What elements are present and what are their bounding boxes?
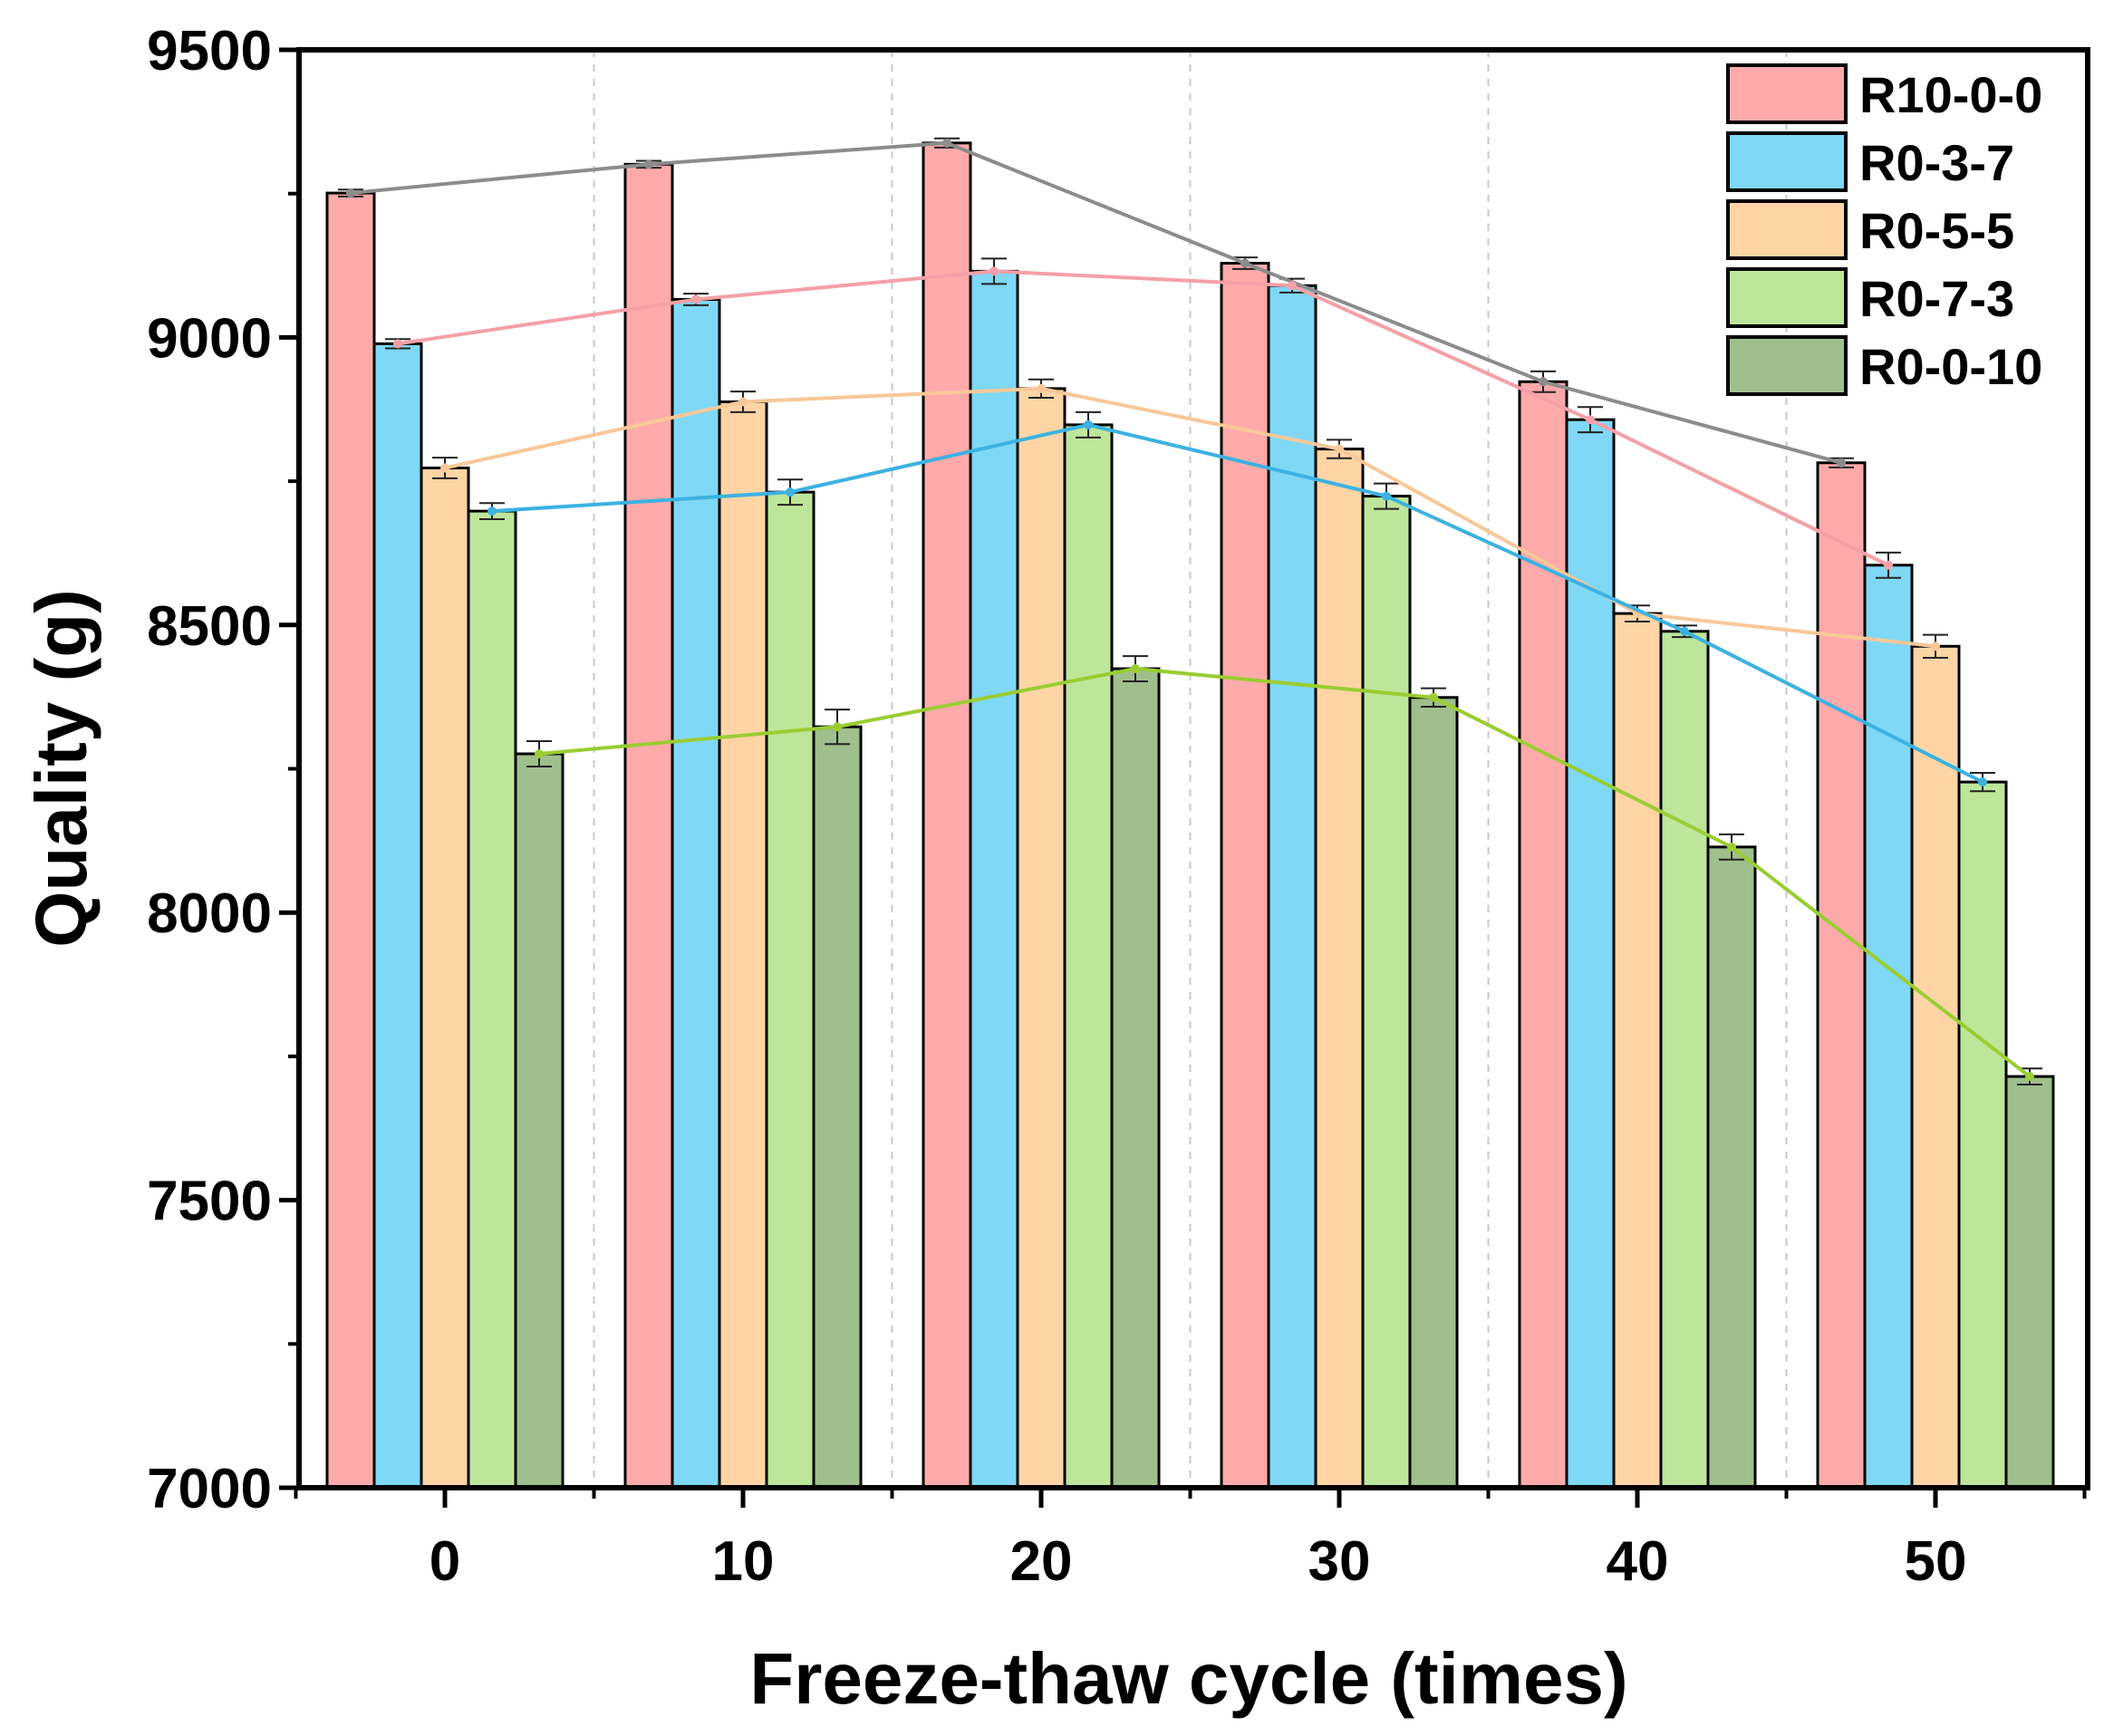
bar-R0-3-7-0 xyxy=(372,342,423,1490)
trend-point xyxy=(1680,626,1689,636)
trend-point xyxy=(1288,281,1297,291)
trend-point xyxy=(833,722,842,732)
bar-R0-5-5-10 xyxy=(718,400,768,1490)
x-tick-label: 40 xyxy=(1607,1530,1669,1593)
legend-swatch-R0-7-3 xyxy=(1726,267,1848,328)
bar-R0-5-5-40 xyxy=(1612,612,1663,1490)
trend-point xyxy=(2025,1072,2034,1082)
trend-point xyxy=(644,159,653,169)
bar-R0-7-3-10 xyxy=(765,490,816,1490)
bar-R10-0-0-10 xyxy=(623,162,674,1490)
trend-line-R0-5-5 xyxy=(444,386,1936,649)
x-axis-label: Freeze-thaw cycle (times) xyxy=(749,1638,1627,1719)
x-tick-label: 30 xyxy=(1308,1530,1371,1593)
legend-swatch-R0-3-7 xyxy=(1726,131,1848,192)
y-tick-label: 9500 xyxy=(147,20,272,82)
bar-R0-5-5-30 xyxy=(1314,448,1365,1490)
trend-point xyxy=(1586,415,1595,425)
bar-R10-0-0-20 xyxy=(922,141,972,1490)
trend-point xyxy=(1978,777,1987,787)
legend-label: R10-0-0 xyxy=(1859,66,2042,123)
bar-R0-7-3-40 xyxy=(1659,630,1710,1490)
bar-R10-0-0-40 xyxy=(1518,380,1568,1490)
bar-R0-0-10-10 xyxy=(812,725,863,1490)
trend-point xyxy=(1539,377,1548,387)
bar-R0-5-5-20 xyxy=(1016,387,1066,1490)
trend-line-R0-3-7 xyxy=(397,269,1889,567)
trend-point xyxy=(1131,664,1140,674)
trend-point xyxy=(738,397,748,407)
bar-R0-3-7-20 xyxy=(969,269,1019,1490)
bar-R0-0-10-40 xyxy=(1706,845,1757,1490)
bar-R0-5-5-0 xyxy=(420,466,470,1490)
legend: R10-0-0 R0-3-7 R0-5-5 R0-7-3 R0-0-10 xyxy=(1726,63,2042,396)
y-tick-label: 8000 xyxy=(147,882,272,945)
trend-point xyxy=(1884,560,1893,570)
trend-point xyxy=(535,748,544,758)
trend-point xyxy=(786,487,795,497)
bar-R0-3-7-30 xyxy=(1267,284,1317,1490)
trend-point xyxy=(440,463,449,473)
bar-R0-7-3-20 xyxy=(1063,423,1114,1490)
trend-point xyxy=(1335,444,1344,454)
legend-swatch-R0-0-10 xyxy=(1726,335,1848,396)
trend-point xyxy=(691,294,700,304)
bar-R0-7-3-50 xyxy=(1957,780,2008,1490)
trend-point xyxy=(1037,383,1046,393)
bar-R0-0-10-30 xyxy=(1408,696,1459,1490)
trend-point xyxy=(1931,641,1940,651)
bar-R10-0-0-30 xyxy=(1220,262,1270,1490)
bar-R0-0-10-50 xyxy=(2004,1075,2055,1490)
trend-lines xyxy=(346,138,2034,1082)
trend-point xyxy=(1240,258,1250,268)
legend-label: R0-7-3 xyxy=(1859,270,2014,327)
bar-R10-0-0-0 xyxy=(325,191,376,1490)
trend-point xyxy=(1429,692,1438,702)
y-axis-label: Quality (g) xyxy=(21,589,101,948)
trend-point xyxy=(1084,420,1093,429)
trend-point xyxy=(393,339,402,349)
x-tick-label: 20 xyxy=(1010,1530,1073,1593)
legend-swatch-R0-5-5 xyxy=(1726,199,1848,260)
legend-swatch-R10-0-0 xyxy=(1726,63,1848,124)
bar-R0-5-5-50 xyxy=(1910,644,1961,1490)
x-tick-label: 10 xyxy=(712,1530,775,1593)
bar-R0-7-3-0 xyxy=(467,509,517,1490)
y-tick-label: 8500 xyxy=(147,595,272,658)
bar-R0-3-7-10 xyxy=(671,298,721,1490)
trend-line-R0-7-3 xyxy=(491,422,1983,784)
bars xyxy=(325,137,2055,1490)
x-tick-label: 50 xyxy=(1905,1530,1967,1593)
legend-label: R0-0-10 xyxy=(1859,338,2042,395)
trend-point xyxy=(487,506,497,516)
trend-point xyxy=(1382,491,1391,501)
y-tick-label: 7000 xyxy=(147,1458,272,1520)
bar-R0-0-10-20 xyxy=(1110,667,1161,1490)
trend-point xyxy=(346,188,355,198)
trend-point xyxy=(1727,842,1736,852)
axes: 7000 7500 8000 8500 9000 9500 0 10 20 30 40 50 xyxy=(147,20,2087,1593)
trend-line-R10-0-0 xyxy=(350,140,1842,465)
y-tick-label: 7500 xyxy=(147,1171,272,1233)
bar-R0-0-10-0 xyxy=(514,752,565,1490)
bar-R0-3-7-50 xyxy=(1863,564,1914,1490)
trend-point xyxy=(942,138,951,148)
trend-point xyxy=(1837,458,1846,468)
trend-point xyxy=(989,266,999,276)
y-tick-label: 9000 xyxy=(147,307,272,370)
bar-R0-7-3-30 xyxy=(1361,495,1412,1490)
bar-R10-0-0-50 xyxy=(1816,461,1867,1490)
legend-label: R0-3-7 xyxy=(1859,134,2014,191)
x-tick-label: 0 xyxy=(429,1530,460,1593)
legend-label: R0-5-5 xyxy=(1859,202,2014,259)
trend-line-R0-0-10 xyxy=(538,667,2032,1078)
